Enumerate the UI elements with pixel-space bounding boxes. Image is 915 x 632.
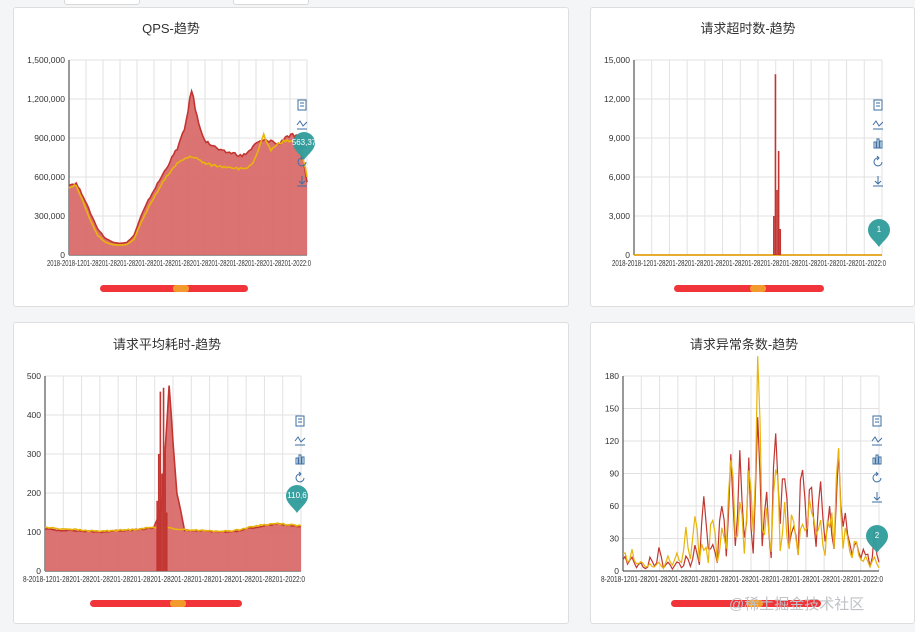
top-controls [0,0,915,6]
download-icon[interactable] [297,176,307,187]
data-view-icon[interactable] [872,415,882,427]
data-view-icon[interactable] [295,415,305,427]
series-line-yellow [44,522,302,533]
latency-chart: 0 100 200 300 400 500 8-2018-1201-28201-28201-… [23,371,308,584]
x-tick-labels: 2018-2018-1201-28201-28201-28201-28201-2… [612,258,886,268]
download-icon[interactable] [873,176,883,187]
bar-chart-icon[interactable] [873,138,883,149]
max-value-pin: 2 [866,525,888,553]
pin-label: 563,37 [292,138,317,147]
series-area-red [45,385,301,571]
errors-chart: 0 30 60 90 120 150 180 8-2018-1201-28201-28201-… [601,356,888,584]
y-tick-label: 200 [27,488,41,498]
chart-title: 请求异常条数-趋势 [689,337,799,352]
line-chart-icon[interactable] [871,436,883,446]
series-line-red [68,88,308,245]
bar-chart-icon[interactable] [295,454,305,465]
x-tick-labels: 8-2018-1201-28201-28201-28201-28201-2820… [601,574,883,584]
y-tick-label: 100 [27,527,41,537]
series-line-yellow [68,131,308,246]
y-tick-label: 1,500,000 [27,55,65,65]
bar-chart-icon[interactable] [872,454,882,465]
chart-panel-errors: 请求异常条数-趋势 0 30 60 90 120 150 180 8-2018-1201-28… [590,322,915,624]
y-tick-label: 150 [605,404,619,414]
y-tick-label: 600,000 [34,172,65,182]
y-tick-label: 1,200,000 [27,94,65,104]
restore-icon[interactable] [873,155,883,167]
max-value-pin: 1 [868,219,890,247]
y-tick-label: 60 [610,501,620,511]
watermark: @稀土掘金技术社区 [729,596,865,613]
x-tick-labels: 8-2018-1201-28201-28201-28201-28201-2820… [23,574,305,584]
y-tick-label: 400 [27,410,41,420]
y-tick-label: 0 [625,250,630,260]
chart-panel-qps: QPS-趋势 0 300,000 600,000 900,000 1,200,000 1,… [13,7,569,307]
chart-panel-latency: 请求平均耗时-趋势 0 100 200 300 400 500 8-2018-1201-28… [13,322,569,624]
redacted-text [100,285,248,292]
y-tick-label: 900,000 [34,133,65,143]
y-tick-label: 15,000 [604,55,630,65]
redacted-text [90,600,242,607]
y-tick-label: 300 [27,449,41,459]
max-value-pin: 110,6 [286,485,308,513]
y-tick-label: 0 [614,566,619,576]
pin-label: 110,6 [287,491,307,500]
timeout-chart: 0 3,000 6,000 9,000 12,000 15,000 2018-2018-12… [604,55,890,268]
line-chart-icon[interactable] [872,120,884,130]
y-tick-label: 180 [605,371,619,381]
y-tick-label: 3,000 [609,211,631,221]
chart-panel-timeout: 请求超时数-趋势 0 3,000 6,000 9,000 12,000 15,000 201… [590,7,915,307]
restore-icon[interactable] [872,471,882,483]
y-tick-label: 12,000 [604,94,630,104]
redacted-text [671,600,821,607]
y-tick-label: 300,000 [34,211,65,221]
y-tick-label: 0 [60,250,65,260]
chart-title: 请求超时数-趋势 [700,21,796,36]
qps-chart: 0 300,000 600,000 900,000 1,200,000 1,500,000… [27,55,317,268]
max-value-pin: 563,37 [292,132,317,160]
y-tick-label: 30 [610,534,620,544]
top-control-right[interactable] [233,0,309,5]
top-control-left[interactable] [64,0,140,5]
y-tick-label: 120 [605,436,619,446]
series-area-red [69,91,307,255]
x-tick-labels: 2018-2018-1201-28201-28201-28201-28201-2… [47,258,311,268]
y-tick-label: 0 [36,566,41,576]
pin-label: 2 [875,531,880,540]
line-chart-icon[interactable] [296,120,308,130]
chart-title: QPS-趋势 [142,21,200,36]
data-view-icon[interactable] [297,99,307,111]
data-view-icon[interactable] [873,99,883,111]
chart-title: 请求平均耗时-趋势 [112,337,222,352]
y-tick-label: 90 [610,469,620,479]
download-icon[interactable] [872,492,882,503]
line-chart-icon[interactable] [294,436,306,446]
y-tick-label: 6,000 [609,172,631,182]
series-line-red [622,417,880,571]
y-tick-label: 9,000 [609,133,631,143]
restore-icon[interactable] [295,471,305,483]
y-tick-label: 500 [27,371,41,381]
pin-label: 1 [877,225,882,234]
series-line-yellow [622,356,880,570]
redacted-text [674,285,824,292]
